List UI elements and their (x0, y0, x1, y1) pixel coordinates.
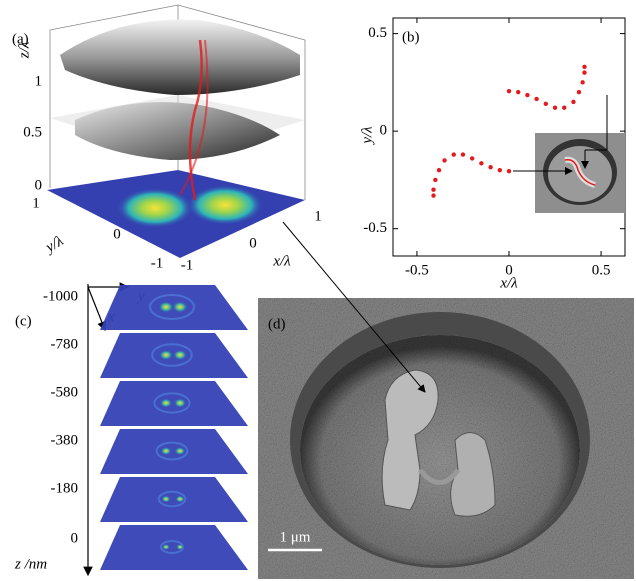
panel-a: (a) z/λ 0 0.5 1 1 0 -1 y/λ -1 0 1 x/λ (12, 5, 322, 273)
point (577, 90, 581, 94)
tick-label: 0 (113, 226, 121, 242)
point (582, 65, 586, 69)
point (553, 106, 557, 110)
point (516, 90, 520, 94)
point (433, 178, 437, 182)
point (437, 168, 441, 172)
z-label: -780 (51, 336, 79, 352)
tick-label: 0 (249, 235, 257, 251)
point (571, 100, 575, 104)
axis-label: x/λ (272, 253, 291, 269)
point (507, 169, 511, 173)
panel-label: (d) (268, 316, 286, 332)
slice-lobe (158, 301, 174, 313)
z-label: 0 (71, 530, 79, 546)
y-axis-label: y/λ (359, 126, 375, 146)
slice-lobe (162, 544, 170, 550)
slice-lobe (172, 301, 188, 313)
point (544, 102, 548, 106)
tick-label: 0.5 (23, 124, 42, 140)
point (479, 161, 483, 165)
slice-lobe (174, 398, 187, 408)
field-slice (100, 525, 248, 570)
slice-lobe (160, 398, 173, 408)
point (507, 89, 511, 93)
slice-lobe (161, 495, 171, 502)
panel-d: (d) 1 μm (258, 298, 634, 579)
y-tick-label: -0.5 (363, 220, 387, 236)
point (498, 168, 502, 172)
point (582, 70, 586, 74)
point (431, 193, 435, 197)
x-tick-label: -0.5 (405, 262, 429, 278)
slice-lobe (175, 495, 185, 502)
point (442, 158, 446, 162)
x-tick-label: 0.5 (592, 262, 611, 278)
axis-label: z /nm (14, 556, 47, 572)
tick-label: 0 (35, 177, 43, 193)
z-label: -580 (51, 384, 79, 400)
panel-label: (c) (15, 313, 32, 329)
slice-lobe (159, 350, 173, 361)
point (488, 165, 492, 169)
inset (513, 95, 625, 213)
tick-label: -1 (181, 257, 194, 273)
tick-label: -1 (151, 255, 164, 271)
axis-label: y/λ (41, 233, 66, 257)
slice-lobe (160, 447, 171, 455)
field-slice (100, 477, 248, 522)
field-lobe (187, 185, 263, 225)
crater (300, 335, 580, 565)
point (562, 106, 566, 110)
point (470, 156, 474, 160)
x-axis-label: x/λ (499, 275, 518, 291)
slice-lobe (176, 544, 184, 550)
slice-lobe (173, 350, 187, 361)
slice-lobe (174, 447, 185, 455)
z-label: -380 (51, 432, 79, 448)
scale-bar-label: 1 μm (280, 529, 311, 545)
z-label: -1000 (43, 288, 78, 304)
y-tick-label: 0.5 (368, 25, 387, 41)
tick-label: 1 (35, 73, 43, 89)
y-tick-label: 0 (380, 123, 388, 139)
point (452, 152, 456, 156)
point (461, 152, 465, 156)
tick-label: 1 (32, 195, 40, 211)
z-label: -180 (51, 480, 79, 496)
tick-label: 1 (314, 208, 322, 224)
point (580, 80, 584, 84)
axis-label: z/λ (16, 41, 32, 59)
figure: (a) z/λ 0 0.5 1 1 0 -1 y/λ -1 0 1 x/λ (c… (0, 0, 636, 581)
point (525, 93, 529, 97)
point (431, 187, 435, 191)
surface-upper (60, 19, 300, 95)
field-slice (100, 429, 248, 474)
point (534, 97, 538, 101)
panel-label: (b) (402, 29, 420, 45)
